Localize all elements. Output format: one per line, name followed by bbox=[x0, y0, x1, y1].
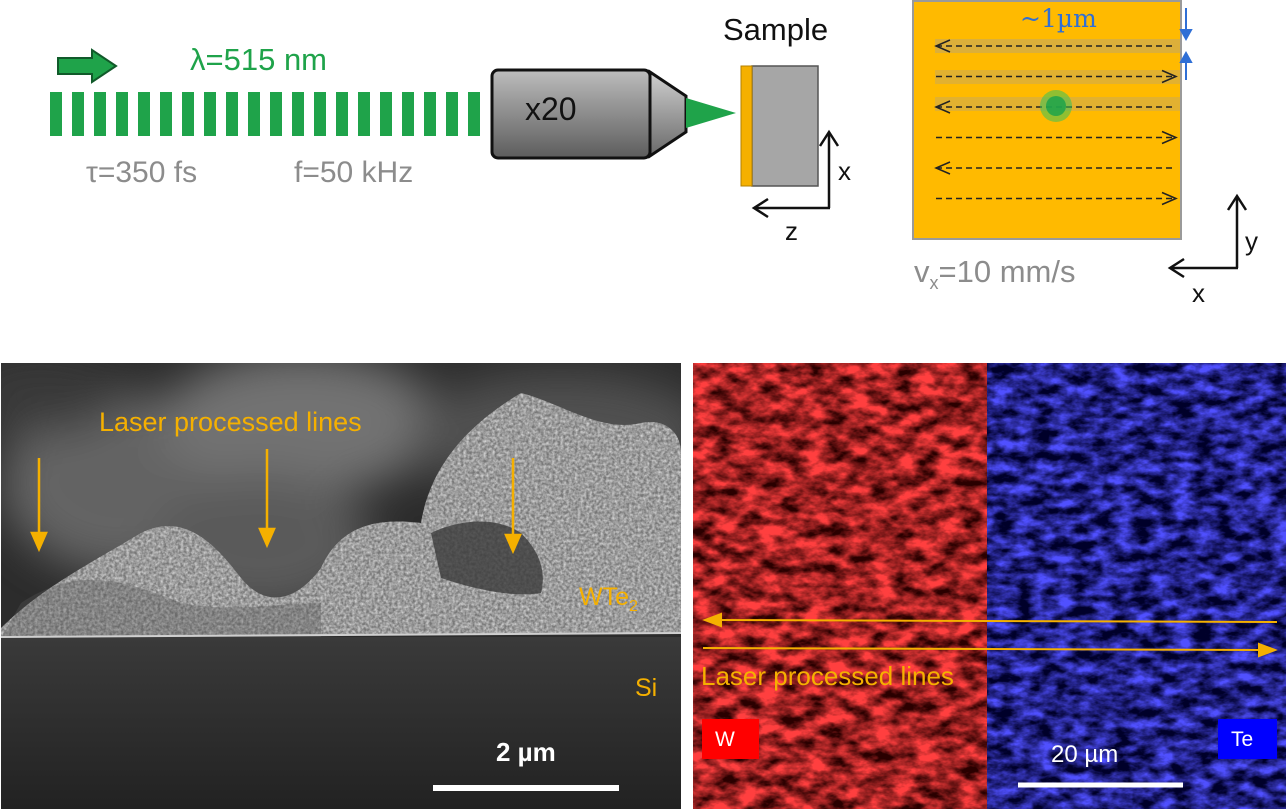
si-substrate-label: Si bbox=[635, 674, 658, 702]
pulse-bar bbox=[468, 92, 480, 136]
pulse-bar bbox=[226, 92, 238, 136]
sem-annotation: Laser processed lines bbox=[99, 407, 362, 437]
scan-arrowhead bbox=[1161, 191, 1178, 206]
scan-arrowhead bbox=[934, 161, 951, 175]
scan-arrowhead bbox=[934, 100, 951, 114]
axis-x-label: x bbox=[838, 156, 851, 186]
pulse-bar bbox=[94, 92, 106, 136]
w-element-badge bbox=[702, 719, 759, 759]
eds-scan-arrows bbox=[702, 612, 1278, 658]
te-element-label: Te bbox=[1231, 728, 1254, 751]
film-area bbox=[912, 0, 1182, 240]
sample-film bbox=[740, 65, 753, 187]
setup-diagram bbox=[50, 48, 840, 219]
sem-micrograph bbox=[1, 363, 681, 809]
pulse-bar bbox=[270, 92, 282, 136]
axis-x2-label: x bbox=[1192, 278, 1205, 308]
wavelength-label: λ=515 nm bbox=[190, 42, 328, 77]
scan-arrowhead bbox=[934, 39, 951, 53]
pulse-bar bbox=[116, 92, 128, 136]
eds-map: Laser processed lines W Te 20 µm bbox=[693, 363, 1286, 809]
pulse-bar bbox=[380, 92, 392, 136]
pulse-bar bbox=[50, 92, 62, 136]
pulse-bar bbox=[204, 92, 216, 136]
sem-image: Laser processed lines WTe2 Si 2 µm bbox=[1, 363, 681, 809]
sample-axes bbox=[751, 129, 840, 219]
wte2-layer-label: WTe2 bbox=[579, 583, 638, 615]
pulse-bar bbox=[248, 92, 260, 136]
sem-arrows bbox=[30, 449, 619, 791]
pulse-bar bbox=[336, 92, 348, 136]
focused-beam bbox=[686, 98, 736, 128]
scan-pattern-diagram bbox=[912, 0, 1248, 279]
scan-velocity-label: vx=10 mm/s bbox=[914, 254, 1076, 294]
sample-substrate bbox=[751, 65, 819, 187]
eds-annotation: Laser processed lines bbox=[701, 661, 954, 691]
scan-axes bbox=[1167, 193, 1248, 279]
pulse-duration-label: τ=350 fs bbox=[86, 156, 198, 189]
axis-z-label: z bbox=[785, 216, 798, 246]
scan-lines bbox=[934, 39, 1178, 206]
pulse-train bbox=[50, 92, 480, 136]
pulse-bar bbox=[72, 92, 84, 136]
scan-arrowhead bbox=[1161, 130, 1178, 145]
objective-lens bbox=[490, 68, 688, 160]
repetition-rate-label: f=50 kHz bbox=[294, 156, 414, 189]
pulse-bar bbox=[424, 92, 436, 136]
pulse-bar bbox=[314, 92, 326, 136]
spacing-markers bbox=[1179, 8, 1193, 80]
sample-label: Sample bbox=[723, 12, 829, 47]
beam-direction-icon bbox=[57, 48, 118, 84]
pulse-bar bbox=[358, 92, 370, 136]
eds-scale-label: 20 µm bbox=[1051, 741, 1119, 768]
w-element-label: W bbox=[715, 728, 735, 751]
objective-label: x20 bbox=[525, 91, 577, 127]
line-spacing-label: ~1µm bbox=[1020, 4, 1097, 33]
pulse-bar bbox=[138, 92, 150, 136]
pulse-bar bbox=[160, 92, 172, 136]
pulse-bar bbox=[446, 92, 458, 136]
pulse-bar bbox=[292, 92, 304, 136]
scan-arrowhead bbox=[1161, 69, 1178, 84]
pulse-bar bbox=[182, 92, 194, 136]
axis-y-label: y bbox=[1245, 226, 1258, 256]
sem-scale-label: 2 µm bbox=[496, 737, 556, 767]
te-element-badge bbox=[1218, 719, 1277, 759]
pulse-bar bbox=[402, 92, 414, 136]
eds-element-map bbox=[693, 363, 1286, 809]
